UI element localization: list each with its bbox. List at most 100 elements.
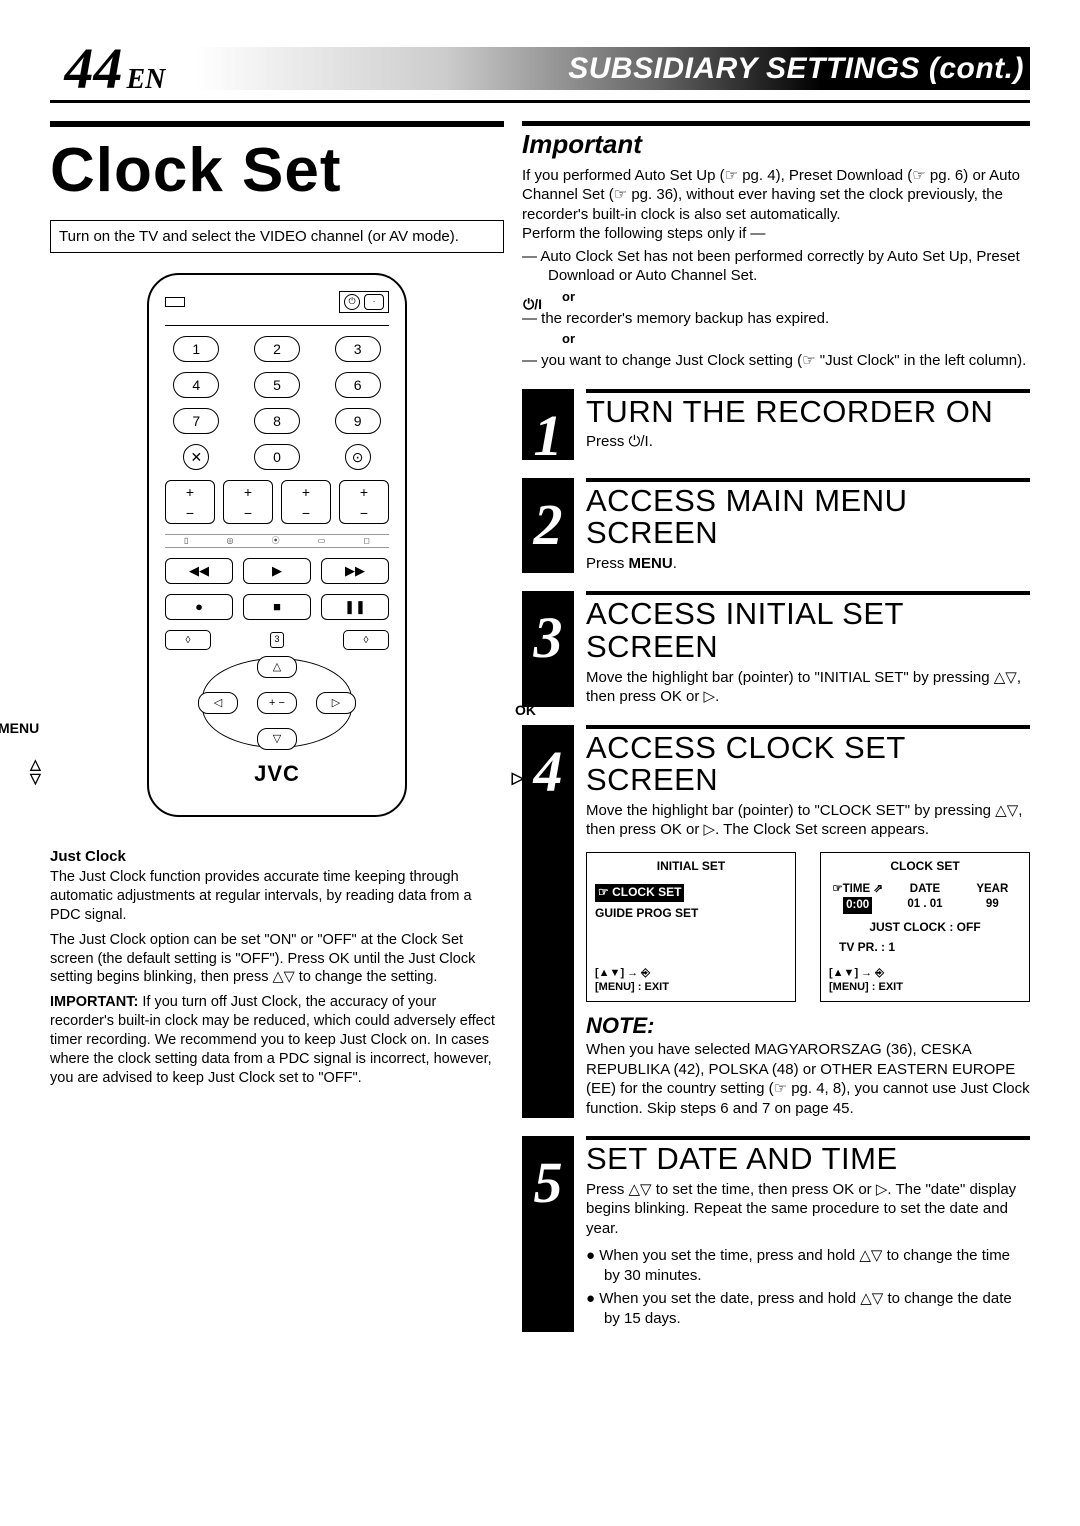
- up-icon: △: [257, 656, 297, 678]
- numeric-keypad: 1 2 3 4 5 6 7 8 9 ✕ 0 ⊙: [165, 336, 389, 470]
- step-5-b1-text: When you set the time, press and hold △▽…: [599, 1247, 1010, 1284]
- key-6: 6: [335, 372, 381, 398]
- osd-initial-foot1: [▲▼] → ⎆: [595, 966, 787, 980]
- step-5-body: Press △▽ to set the time, then press OK …: [586, 1180, 1030, 1239]
- osd-val-time: 0:00: [843, 897, 872, 914]
- important-li3: — you want to change Just Clock setting …: [522, 351, 1030, 371]
- step-4-num: 4: [522, 725, 574, 1119]
- center-icon: + −: [257, 692, 297, 714]
- osd-hdr-time: ☞TIME ⇗: [829, 882, 886, 897]
- important-li1: — Auto Clock Set has not been performed …: [522, 247, 1030, 286]
- key-9: 9: [335, 408, 381, 434]
- ok-button: ◊: [343, 630, 389, 650]
- pm-4: +−: [339, 480, 389, 524]
- left-icon: ◁: [198, 692, 238, 714]
- important-or2: or: [562, 331, 1030, 348]
- important-text: If you performed Auto Set Up (☞ pg. 4), …: [522, 166, 1030, 371]
- menu-ok-row: ◊ 3 ◊: [165, 630, 389, 650]
- power-cluster: ⏻ ·: [339, 291, 389, 313]
- brand-logo: JVC: [165, 760, 389, 789]
- step-5-b1: ● When you set the time, press and hold …: [586, 1246, 1030, 1285]
- key-4: 4: [173, 372, 219, 398]
- osd-clock-set: CLOCK SET ☞TIME ⇗ DATE YEAR 0:00 01 . 01…: [820, 852, 1030, 1002]
- just-clock-p1: The Just Clock function provides accurat…: [50, 868, 504, 925]
- d-pad: △ ▽ ◁ ▷ + −: [202, 658, 352, 748]
- title-rule: [50, 121, 504, 127]
- page-number-value: 44: [65, 36, 123, 101]
- play-icon: ▶: [243, 558, 311, 584]
- right-icon: ▷: [316, 692, 356, 714]
- important-rule: [522, 121, 1030, 126]
- callout-menu: MENU: [0, 719, 39, 737]
- recorder-power-icon: ·: [364, 294, 384, 310]
- osd-initial-item1: ☞ CLOCK SET: [595, 884, 684, 902]
- step-4-body: Move the highlight bar (pointer) to "CLO…: [586, 801, 1030, 840]
- step-4: 4 ACCESS CLOCK SET SCREEN Move the highl…: [522, 725, 1030, 1119]
- step-5: 5 SET DATE AND TIME Press △▽ to set the …: [522, 1136, 1030, 1332]
- step-2-pre: Press: [586, 555, 629, 572]
- pm-2: +−: [223, 480, 273, 524]
- osd-val-year: 99: [964, 897, 1021, 914]
- step-1-num: 1: [522, 389, 574, 460]
- tv-power-icon: ⏻: [344, 294, 360, 310]
- step-1: 1 TURN THE RECORDER ON Press ⏻/I.: [522, 389, 1030, 460]
- pm-3: +−: [281, 480, 331, 524]
- menu-button: ◊: [165, 630, 211, 650]
- callout-right: ▷: [512, 769, 524, 790]
- osd-clock-foot2: [MENU] : EXIT: [829, 980, 1021, 994]
- step-5-num: 5: [522, 1136, 574, 1332]
- step-3: 3 ACCESS INITIAL SET SCREEN Move the hig…: [522, 591, 1030, 706]
- step-2-body: Press MENU.: [586, 554, 1030, 574]
- callout-ok: OK: [515, 701, 536, 719]
- mode-band: ▯◎⦿▭◻: [165, 534, 389, 548]
- just-clock-p2: The Just Clock option can be set "ON" or…: [50, 931, 504, 988]
- important-p: If you performed Auto Set Up (☞ pg. 4), …: [522, 166, 1030, 225]
- remote-body: ⏻ · 1 2 3 4 5 6 7 8 9 ✕ 0 ⊙: [147, 273, 407, 817]
- rew-icon: ◀◀: [165, 558, 233, 584]
- osd-tvpr: TV PR. : 1: [839, 940, 1021, 956]
- just-clock-section: Just Clock The Just Clock function provi…: [50, 847, 504, 1088]
- key-timer: ⊙: [345, 444, 371, 470]
- osd-initial-set: INITIAL SET ☞ CLOCK SET GUIDE PROG SET […: [586, 852, 796, 1002]
- key-cancel: ✕: [183, 444, 209, 470]
- note-heading: NOTE:: [586, 1012, 1030, 1041]
- osd-initial-title: INITIAL SET: [595, 859, 787, 875]
- osd-hdr-date: DATE: [896, 882, 953, 897]
- step-3-body: Move the highlight bar (pointer) to "INI…: [586, 668, 1030, 707]
- step-3-num: 3: [522, 591, 574, 706]
- step-2-num: 2: [522, 478, 574, 574]
- osd-initial-foot2: [MENU] : EXIT: [595, 980, 787, 994]
- osd-val-date: 01 . 01: [896, 897, 953, 914]
- osd-hdr-year: YEAR: [964, 882, 1021, 897]
- step-2-bold: MENU: [629, 555, 673, 572]
- plus-minus-row: +− +− +− +−: [165, 480, 389, 524]
- down-icon: ▽: [257, 728, 297, 750]
- key-7: 7: [173, 408, 219, 434]
- key-3: 3: [335, 336, 381, 362]
- callout-power: ⏻/I: [523, 295, 542, 313]
- step-1-body: Press ⏻/I.: [586, 432, 1030, 452]
- step-2-title: ACCESS MAIN MENU SCREEN: [586, 485, 1030, 550]
- page-header: 44EN SUBSIDIARY SETTINGS (cont.): [50, 40, 1030, 103]
- step-2-post: .: [673, 555, 677, 572]
- important-or1: or: [562, 289, 1030, 306]
- transport-row-2: ● ■ ❚❚: [165, 594, 389, 620]
- pause-icon: ❚❚: [321, 594, 389, 620]
- intro-box: Turn on the TV and select the VIDEO chan…: [50, 220, 504, 254]
- important-li2: — the recorder's memory backup has expir…: [522, 309, 1030, 329]
- step-2: 2 ACCESS MAIN MENU SCREEN Press MENU.: [522, 478, 1030, 574]
- important-lead: Perform the following steps only if —: [522, 224, 1030, 244]
- key-1: 1: [173, 336, 219, 362]
- osd-clock-title: CLOCK SET: [829, 859, 1021, 875]
- step-1-title: TURN THE RECORDER ON: [586, 396, 1030, 429]
- just-clock-p3: IMPORTANT: If you turn off Just Clock, t…: [50, 993, 504, 1087]
- step-5-b2: ● When you set the date, press and hold …: [586, 1289, 1030, 1328]
- osd-initial-item2: GUIDE PROG SET: [595, 906, 787, 922]
- page-number: 44EN: [50, 40, 165, 98]
- note-body: When you have selected MAGYARORSZAG (36)…: [586, 1040, 1030, 1118]
- stop-icon: ■: [243, 594, 311, 620]
- num-3-icon: 3: [270, 632, 283, 648]
- remote-diagram: ⏻ · 1 2 3 4 5 6 7 8 9 ✕ 0 ⊙: [50, 273, 504, 817]
- key-0: 0: [254, 444, 300, 470]
- rec-icon: ●: [165, 594, 233, 620]
